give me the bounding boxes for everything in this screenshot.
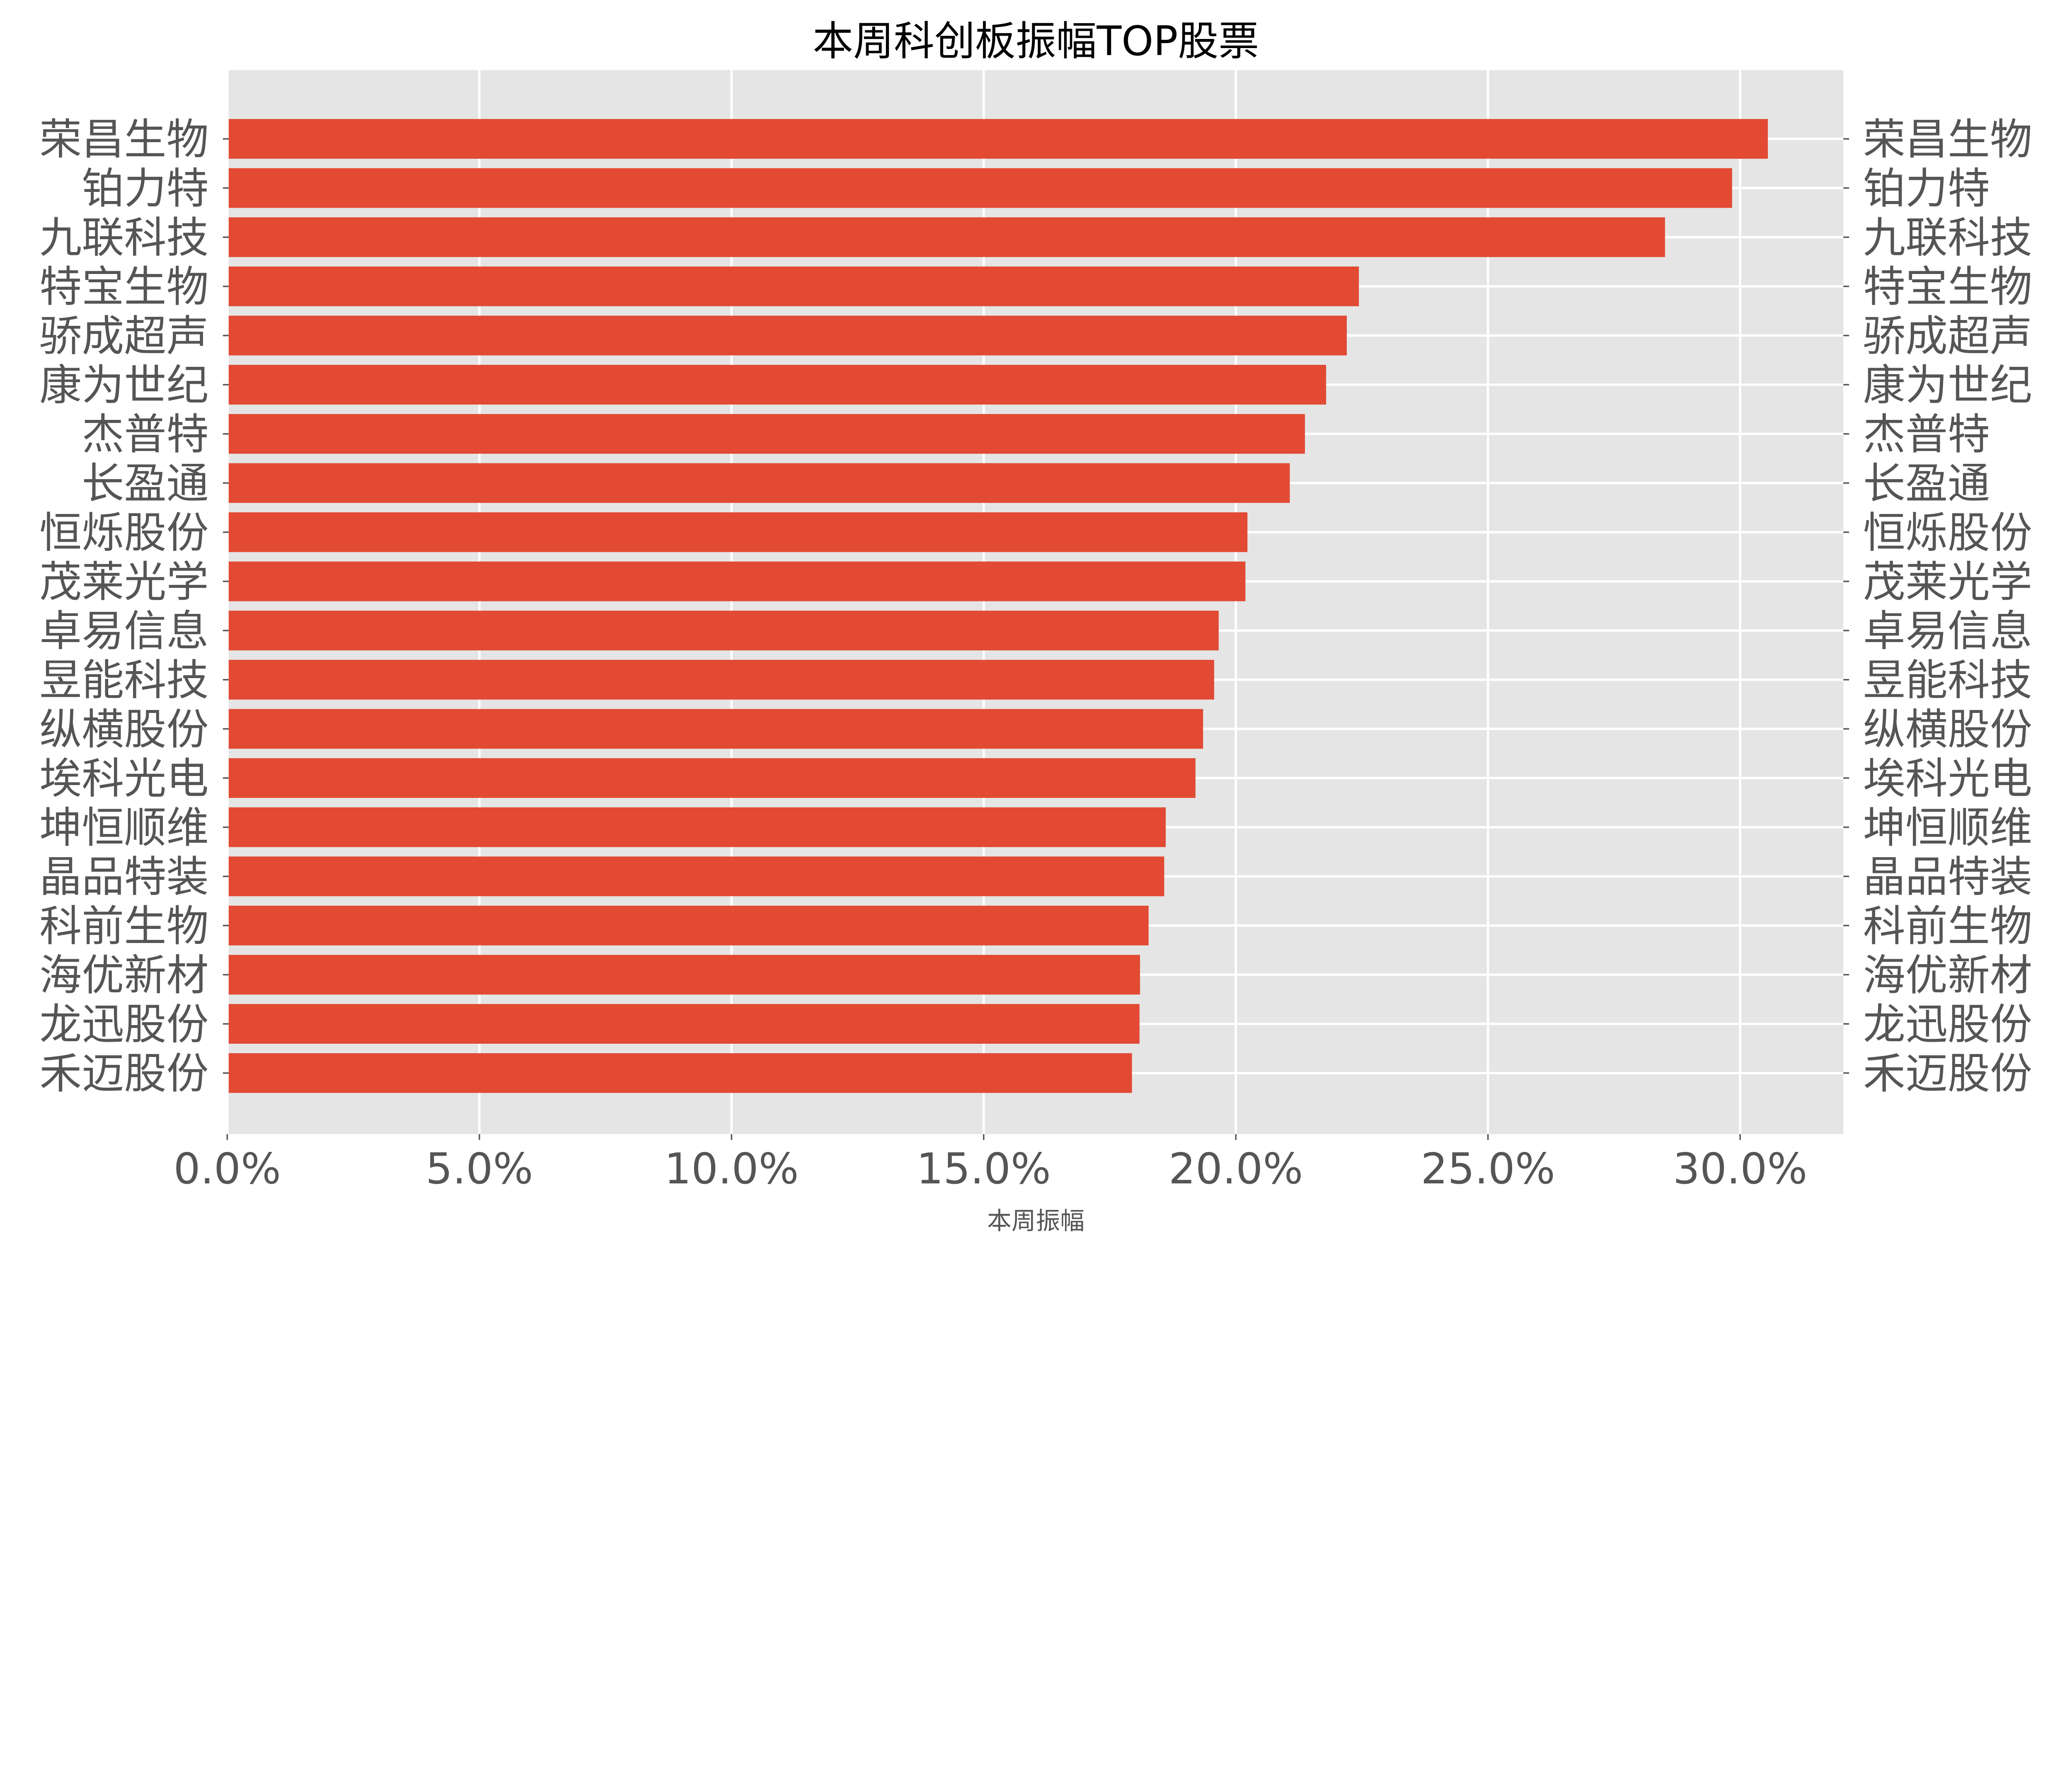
y-tick-label: 纵横股份	[39, 705, 208, 754]
y-tick-label: 禾迈股份	[39, 1049, 208, 1098]
bar-纵横股份	[228, 709, 1203, 749]
y-tick-labels-right: 荣昌生物铂力特九联科技特宝生物骄成超声康为世纪杰普特长盈通恒烁股份茂莱光学卓易信…	[1863, 115, 2032, 1098]
bar-九联科技	[228, 217, 1665, 257]
bar-杰普特	[228, 414, 1305, 454]
y-tick-label-right: 铂力特	[1863, 164, 1990, 213]
y-tick-label: 长盈通	[82, 459, 208, 509]
y-tick-label: 坤恒顺维	[39, 803, 208, 853]
bar-昱能科技	[228, 659, 1214, 700]
y-tick-label: 海优新材	[39, 951, 208, 1000]
y-tick-label: 九联科技	[39, 213, 208, 263]
y-tick-label: 康为世纪	[39, 361, 208, 410]
y-tick-label: 科前生物	[39, 902, 208, 951]
y-tick-label-right: 昱能科技	[1863, 656, 2032, 705]
x-tick-label: 10.0%	[664, 1144, 799, 1194]
x-tick-label: 15.0%	[917, 1144, 1051, 1194]
y-tick-label-right: 禾迈股份	[1863, 1049, 2032, 1098]
bars	[228, 119, 1768, 1093]
y-tick-label-right: 康为世纪	[1863, 361, 2032, 410]
x-tick-label: 25.0%	[1421, 1144, 1555, 1194]
y-tick-label: 晶品特装	[39, 853, 208, 902]
bar-茂莱光学	[228, 561, 1246, 601]
y-tick-label: 恒烁股份	[39, 508, 208, 558]
y-tick-label: 埃科光电	[39, 754, 208, 803]
bar-铂力特	[228, 168, 1732, 208]
x-tick-labels: 0.0% 5.0% 10.0% 15.0% 20.0% 25.0% 30.0%	[174, 1144, 1808, 1194]
y-tick-label-right: 骄成超声	[1863, 312, 2032, 361]
bar-骄成超声	[228, 315, 1347, 356]
x-tick-label: 5.0%	[426, 1144, 533, 1194]
y-tick-label-right: 杰普特	[1863, 410, 1990, 459]
bar-海优新材	[228, 955, 1140, 995]
x-tick-label: 30.0%	[1673, 1144, 1807, 1194]
y-tick-label: 杰普特	[82, 410, 208, 459]
bar-卓易信息	[228, 611, 1219, 651]
chart-title: 本周科创板振幅TOP股票	[813, 18, 1259, 65]
y-tick-label-right: 晶品特装	[1863, 853, 2032, 902]
x-axis-label: 本周振幅	[987, 1206, 1084, 1235]
y-tick-label-right: 特宝生物	[1863, 262, 2032, 312]
bar-禾迈股份	[228, 1053, 1132, 1093]
bar-晶品特装	[228, 856, 1164, 897]
bar-科前生物	[228, 905, 1149, 945]
y-tick-label: 龙迅股份	[39, 1000, 208, 1049]
x-tick-label: 0.0%	[174, 1144, 281, 1194]
bar-特宝生物	[228, 266, 1359, 306]
y-tick-label-right: 九联科技	[1863, 213, 2032, 263]
x-tick-label: 20.0%	[1169, 1144, 1303, 1194]
bar-chart: 荣昌生物铂力特九联科技特宝生物骄成超声康为世纪杰普特长盈通恒烁股份茂莱光学卓易信…	[39, 18, 2032, 1235]
y-tick-label: 铂力特	[82, 164, 208, 213]
y-tick-label: 荣昌生物	[39, 115, 208, 164]
y-tick-label-right: 茂莱光学	[1863, 558, 2032, 607]
y-tick-label: 茂莱光学	[39, 558, 208, 607]
y-tick-label-right: 埃科光电	[1863, 754, 2032, 803]
bar-长盈通	[228, 463, 1290, 503]
y-tick-label: 卓易信息	[39, 607, 208, 656]
y-tick-label-right: 纵横股份	[1863, 705, 2032, 754]
y-tick-label-right: 海优新材	[1863, 951, 2032, 1000]
y-tick-label-right: 龙迅股份	[1863, 1000, 2032, 1049]
y-tick-label: 骄成超声	[39, 312, 208, 361]
y-tick-label-right: 科前生物	[1863, 902, 2032, 951]
bar-坤恒顺维	[228, 807, 1166, 847]
y-tick-label: 特宝生物	[39, 262, 208, 312]
bar-荣昌生物	[228, 119, 1768, 159]
y-tick-label-right: 卓易信息	[1863, 607, 2032, 656]
bar-康为世纪	[228, 365, 1326, 405]
y-tick-labels-left: 荣昌生物铂力特九联科技特宝生物骄成超声康为世纪杰普特长盈通恒烁股份茂莱光学卓易信…	[39, 115, 208, 1098]
bar-恒烁股份	[228, 512, 1248, 552]
y-tick-label-right: 长盈通	[1863, 459, 1990, 509]
y-tick-label-right: 坤恒顺维	[1863, 803, 2032, 853]
y-tick-label-right: 恒烁股份	[1863, 508, 2032, 558]
bar-龙迅股份	[228, 1004, 1140, 1044]
bar-埃科光电	[228, 758, 1196, 798]
y-tick-label: 昱能科技	[39, 656, 208, 705]
y-tick-label-right: 荣昌生物	[1863, 115, 2032, 164]
